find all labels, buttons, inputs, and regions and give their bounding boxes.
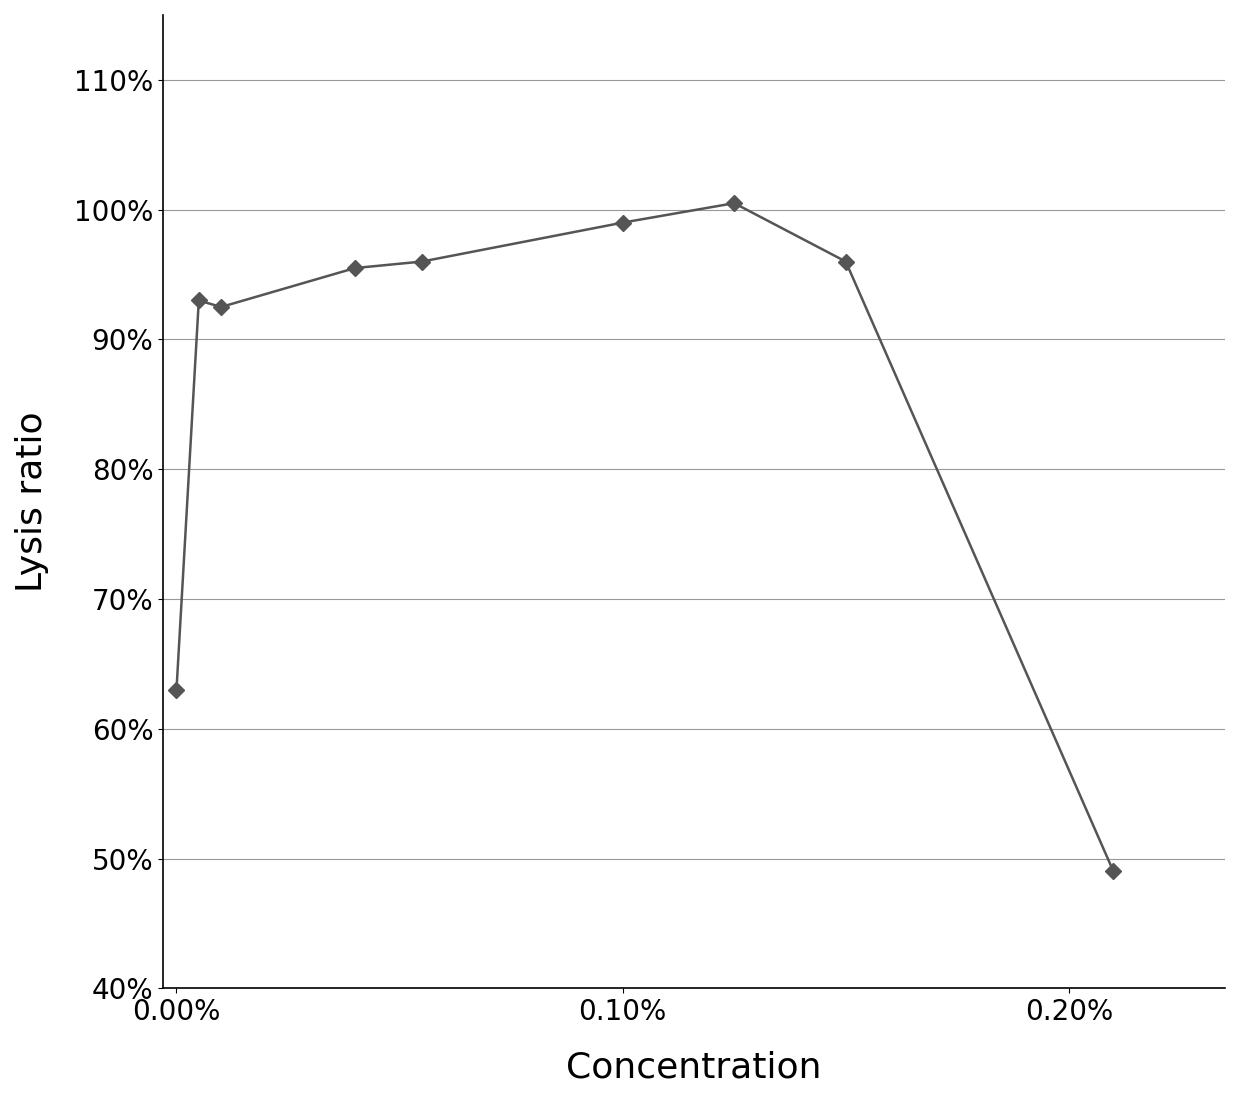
X-axis label: Concentration: Concentration — [567, 1050, 822, 1085]
Y-axis label: Lysis ratio: Lysis ratio — [15, 411, 50, 592]
